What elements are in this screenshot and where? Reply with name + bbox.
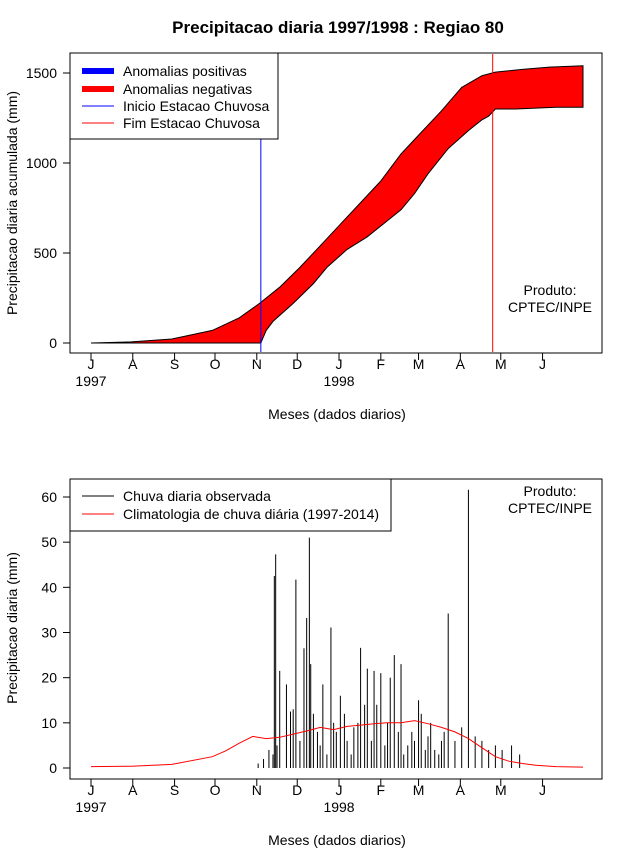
- bottom-annotation-cptec: CPTEC/INPE: [508, 500, 592, 516]
- bottom-x-tick-label: A: [456, 782, 466, 798]
- top-year-label: 1997: [75, 373, 106, 389]
- bottom-legend: Chuva diaria observada Climatologia de c…: [69, 478, 392, 532]
- top-x-tick-label: S: [170, 356, 179, 372]
- legend-label-climatologia: Climatologia de chuva diária (1997-2014): [123, 506, 379, 522]
- top-chart-title: Precipitacao diaria 1997/1998 : Regiao 8…: [172, 18, 504, 37]
- top-annotation-produto: Produto:: [524, 282, 577, 298]
- top-x-tick-label: N: [252, 356, 262, 372]
- legend-label-inicio: Inicio Estacao Chuvosa: [123, 98, 270, 114]
- bottom-x-tick-label: M: [413, 782, 425, 798]
- top-y-tick-label: 0: [49, 335, 57, 351]
- bottom-x-tick-label: A: [128, 782, 138, 798]
- top-y-tick-label: 500: [34, 245, 58, 261]
- top-annotation-cptec: CPTEC/INPE: [508, 299, 592, 315]
- top-x-axis-label: Meses (dados diarios): [268, 406, 406, 422]
- bottom-legend-box: [69, 478, 392, 532]
- bottom-y-tick-label: 30: [41, 625, 57, 641]
- bottom-x-tick-label: J: [88, 782, 95, 798]
- bottom-x-tick-label: F: [377, 782, 386, 798]
- top-x-tick-label: A: [128, 356, 138, 372]
- top-x-tick-label: J: [336, 356, 343, 372]
- bottom-climatology-line: [90, 720, 584, 768]
- bottom-x-tick-label: D: [292, 782, 302, 798]
- legend-label-anomalias-negativas: Anomalias negativas: [123, 81, 252, 97]
- top-y-tick-label: 1500: [26, 65, 57, 81]
- bottom-x-tick-label: M: [495, 782, 507, 798]
- top-y-axis: 0 500 1000 1500: [26, 65, 71, 351]
- top-legend-box: [69, 52, 279, 140]
- bottom-x-tick-label: O: [210, 782, 221, 798]
- bottom-x-axis-label: Meses (dados diarios): [268, 832, 406, 848]
- top-x-tick-label: A: [456, 356, 466, 372]
- legend-label-fim: Fim Estacao Chuvosa: [123, 115, 260, 131]
- bottom-y-tick-label: 10: [41, 715, 57, 731]
- top-anomaly-area: [90, 65, 584, 344]
- legend-label-anomalias-positivas: Anomalias positivas: [123, 63, 247, 79]
- bottom-x-tick-label: J: [336, 782, 343, 798]
- top-x-tick-label: J: [539, 356, 546, 372]
- bottom-plot-area: [90, 489, 584, 768]
- top-x-tick-label: F: [377, 356, 386, 372]
- top-x-tick-label: J: [88, 356, 95, 372]
- top-x-tick-label: O: [210, 356, 221, 372]
- top-year-label: 1998: [323, 373, 354, 389]
- top-legend: Anomalias positivas Anomalias negativas …: [69, 52, 279, 140]
- bottom-y-tick-label: 20: [41, 670, 57, 686]
- top-y-axis-label: Precipitacao diaria acumulada (mm): [4, 91, 20, 315]
- bottom-x-tick-label: N: [252, 782, 262, 798]
- top-x-tick-label: M: [495, 356, 507, 372]
- bottom-year-label: 1997: [75, 799, 106, 815]
- top-x-tick-label: M: [413, 356, 425, 372]
- bottom-x-tick-label: S: [170, 782, 179, 798]
- top-y-tick-label: 1000: [26, 155, 57, 171]
- bottom-y-axis: 0 10 20 30 40 50 60: [41, 489, 71, 776]
- bottom-y-axis-label: Precipitacao diaria (mm): [4, 552, 20, 704]
- legend-label-chuva-observada: Chuva diaria observada: [123, 488, 271, 504]
- bottom-y-tick-label: 60: [41, 489, 57, 505]
- bottom-year-label: 1998: [323, 799, 354, 815]
- bottom-x-tick-label: J: [539, 782, 546, 798]
- bottom-y-tick-label: 50: [41, 534, 57, 550]
- bottom-y-tick-label: 40: [41, 579, 57, 595]
- bottom-annotation-produto: Produto:: [524, 483, 577, 499]
- bottom-bars-group: [257, 489, 521, 768]
- bottom-y-tick-label: 0: [49, 760, 57, 776]
- top-x-tick-label: D: [292, 356, 302, 372]
